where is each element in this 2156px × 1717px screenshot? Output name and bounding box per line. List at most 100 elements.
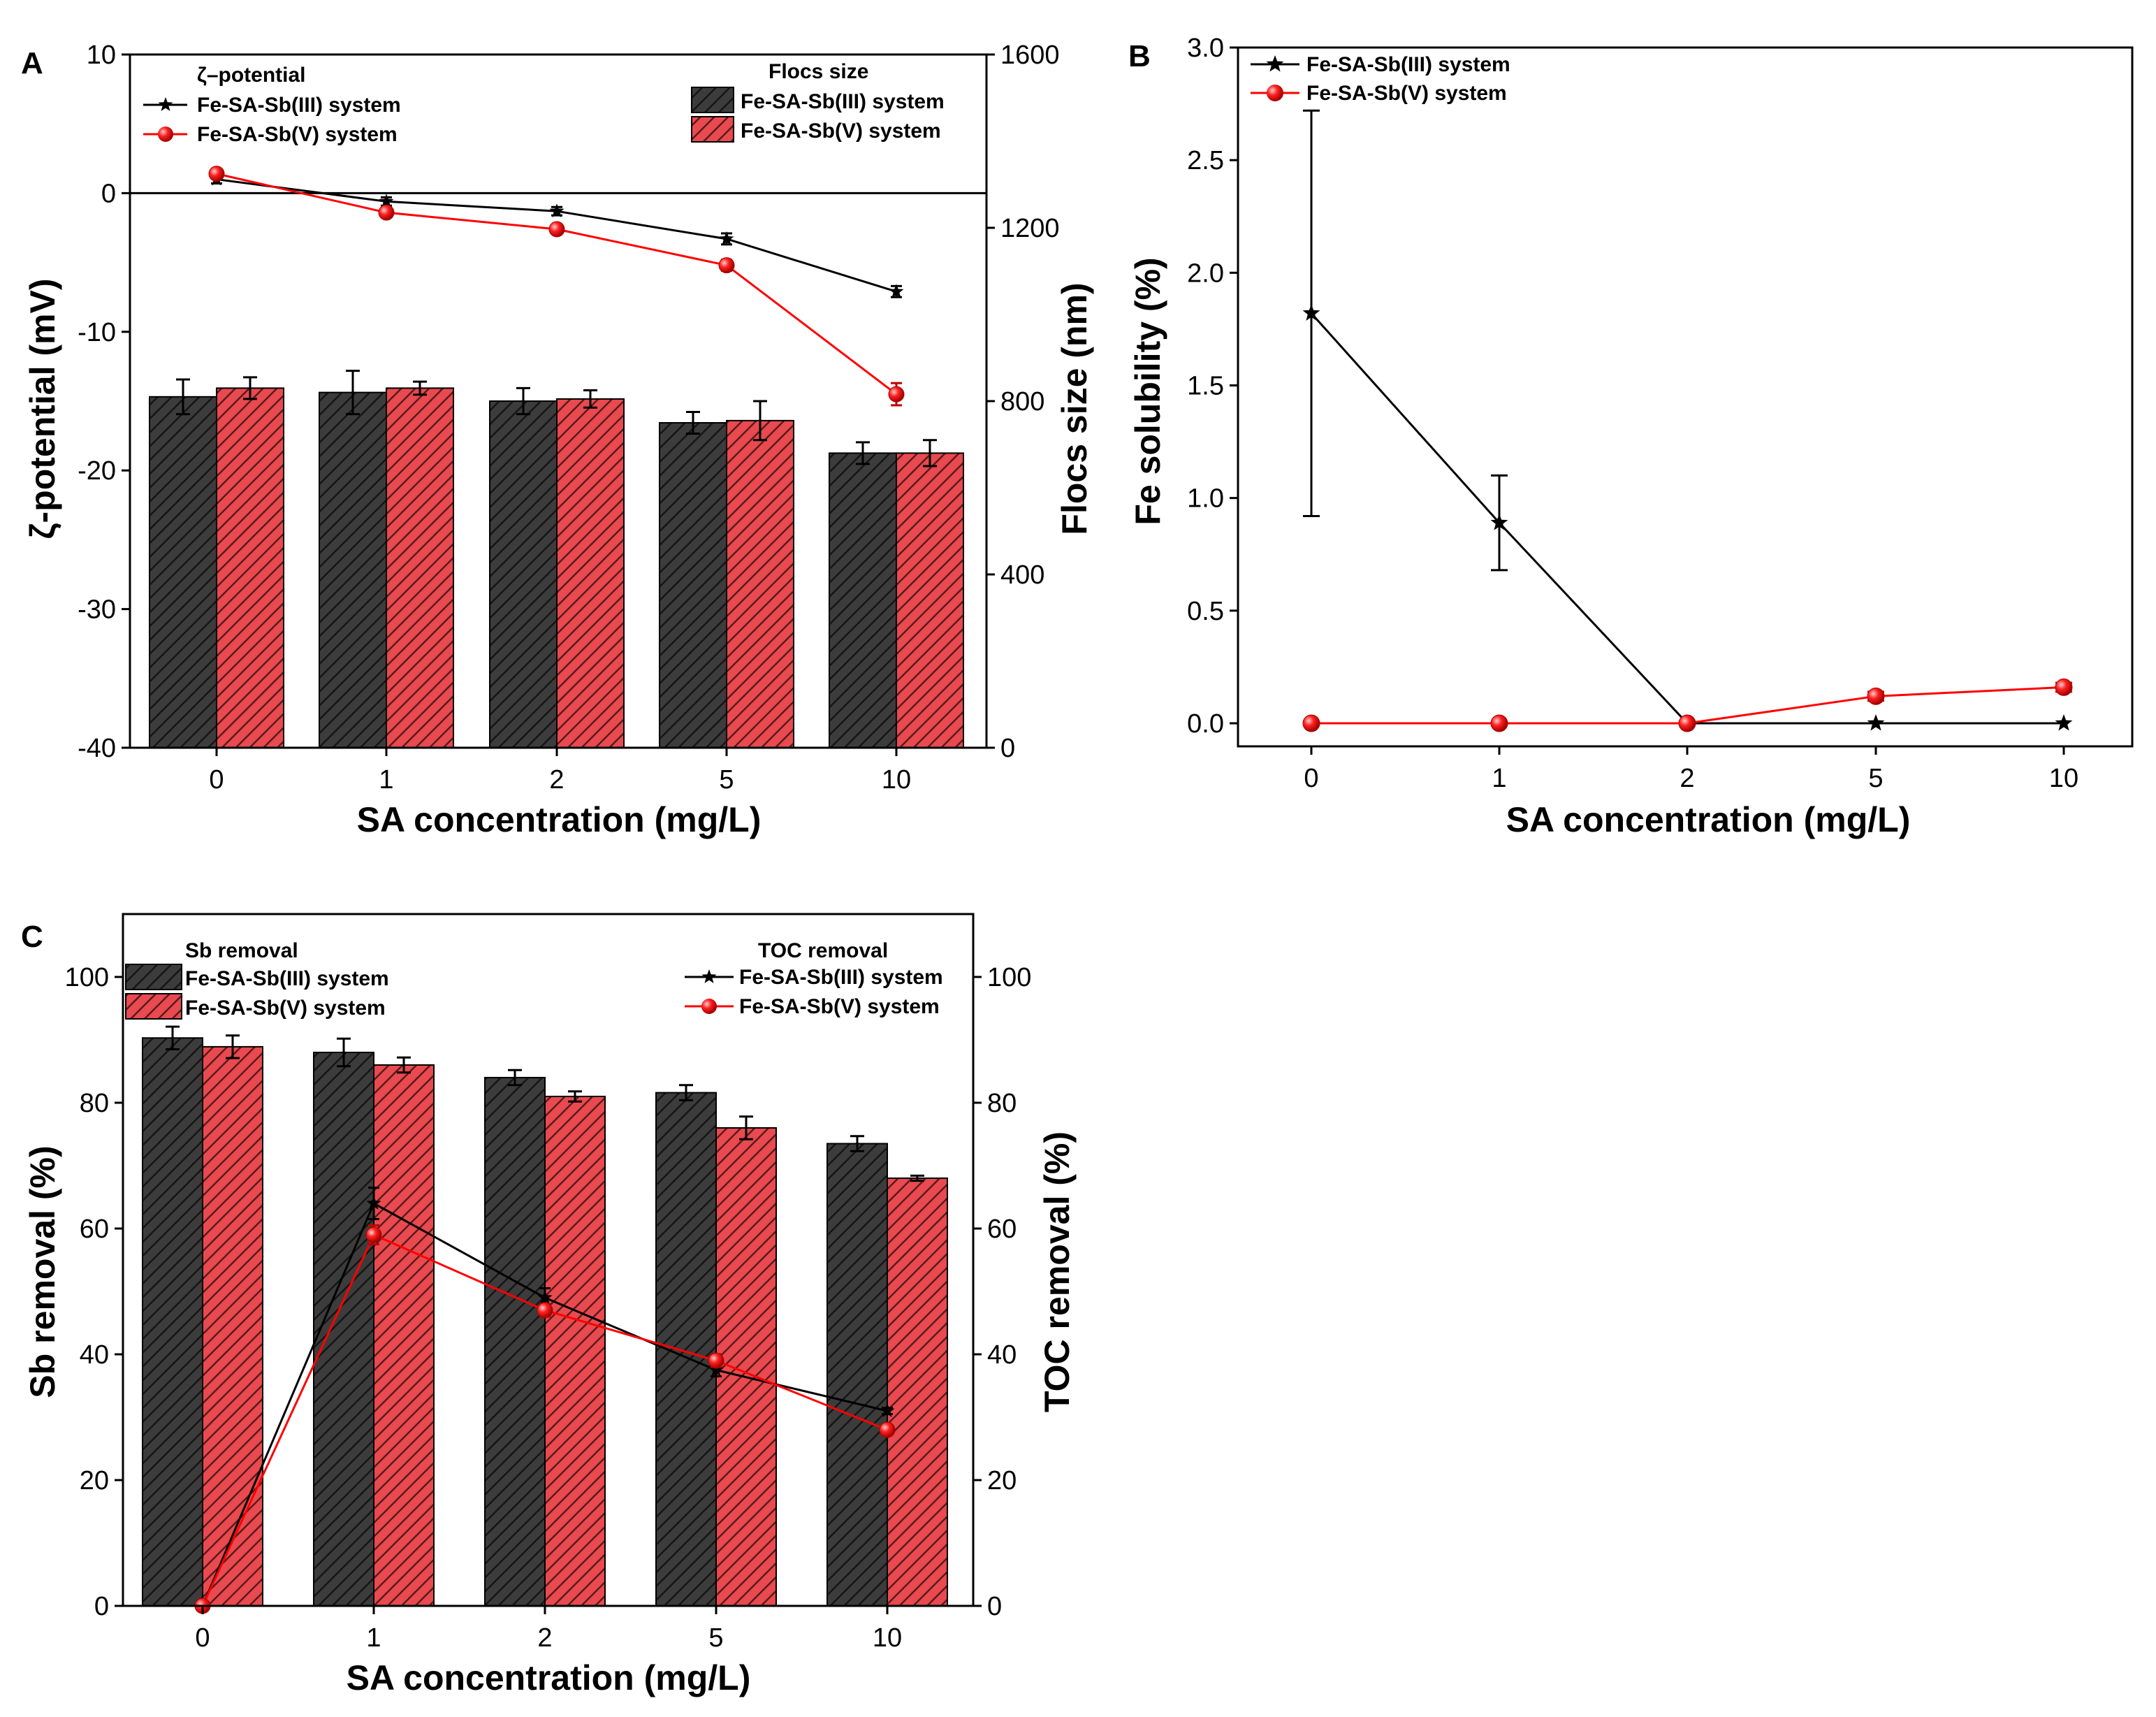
- panel-c-yright-tick-label: 0: [987, 1592, 1002, 1621]
- panel-a-bar-v: [726, 419, 794, 749]
- panel-c-point-v: [537, 1302, 553, 1319]
- panel-a-ylabel-right: Flocs size (nm): [1055, 282, 1094, 535]
- panel-b-y-tick-label: 0.5: [1187, 597, 1224, 626]
- panel-a-line-legend-iii: Fe-SA-Sb(III) system: [143, 94, 401, 117]
- panel-c-point-iii: [708, 1362, 724, 1377]
- panel-a-bar-error: [243, 376, 257, 400]
- panel-a-bar-error: [346, 370, 360, 416]
- panel-a-x-tick-label: 10: [882, 765, 911, 795]
- panel-b-point-v: [1678, 714, 1696, 732]
- panel-a-bar-error: [176, 378, 190, 416]
- panel-b-line-iii: [1310, 312, 2064, 725]
- panel-a-point-iii: [719, 231, 734, 245]
- panel-c-bar-legend-iii: Fe-SA-Sb(III) system: [125, 964, 389, 990]
- panel-a-bar-error: [686, 411, 700, 435]
- panel-c-line-legend-title: TOC removal: [758, 939, 888, 962]
- panel-a-bar-v: [216, 387, 284, 748]
- panel-a-bar-iii: [659, 422, 727, 748]
- panel-c-point-v: [708, 1352, 724, 1369]
- panel-b-lines: [1302, 109, 2073, 732]
- panel-a-bar-error: [753, 400, 767, 442]
- panel-a-bar-errors: [176, 370, 937, 468]
- panel-b-point-v: [1302, 714, 1320, 732]
- panel-a-point-iii: [889, 284, 904, 298]
- panel-a-bar-legend-v-label: Fe-SA-Sb(V) system: [741, 119, 941, 143]
- panel-c-x-tick-label: 10: [873, 1623, 902, 1653]
- panel-a-yleft-tick-label: -20: [78, 456, 116, 486]
- panel-c-yleft-tick-label: 40: [80, 1340, 109, 1370]
- panel-a-x-tick-label: 0: [209, 765, 224, 795]
- legend-star-marker: [158, 97, 173, 111]
- panel-b-x-tick-label: 5: [1868, 764, 1883, 793]
- panel-c-ylabel-right: TOC removal (%): [1037, 1131, 1077, 1412]
- panel-a-ticks: 10 0 -10 -20 -30 -40 1600 1200 800 400 0 0 1 2 5 10: [78, 41, 1059, 795]
- panel-b-x-tick-label: 1: [1492, 764, 1506, 793]
- legend-ball-marker: [701, 999, 717, 1014]
- panel-c-bar-iii: [142, 1037, 203, 1607]
- panel-a-bar-error: [923, 439, 937, 468]
- panel-b-point-iii: [1302, 304, 1320, 321]
- panel-a-line-legend-v: Fe-SA-Sb(V) system: [143, 123, 398, 146]
- panel-b-y-tick-label: 3.0: [1187, 34, 1224, 63]
- panel-a-point-v: [378, 204, 395, 221]
- panel-b-ylabel: Fe solubility (%): [1128, 257, 1167, 525]
- panel-c-line-legend-iii-label: Fe-SA-Sb(III) system: [739, 966, 943, 989]
- panel-a-lines: [208, 166, 905, 407]
- panel-b-legend-iii-label: Fe-SA-Sb(III) system: [1306, 53, 1510, 76]
- panel-c-point-iii: [537, 1290, 553, 1304]
- panel-b-point-iii: [2055, 714, 2073, 731]
- panel-c-xlabel: SA concentration (mg/L): [347, 1658, 751, 1697]
- panel-c-yleft-tick-label: 100: [65, 963, 109, 992]
- panel-a-bar-legend-v: Fe-SA-Sb(V) system: [691, 116, 941, 143]
- panel-c-bar-error: [568, 1090, 582, 1103]
- panel-c-yright-tick-label: 80: [987, 1089, 1017, 1118]
- panel-c-bar-v: [373, 1064, 435, 1607]
- panel-c-bar-error: [337, 1037, 351, 1068]
- panel-c-bar-error: [679, 1084, 693, 1101]
- panel-a-point-v: [888, 386, 905, 403]
- panel-b-ticks: 3.0 2.5 2.0 1.5 1.0 0.5 0.0 0 1 2 5 10: [1187, 34, 2078, 793]
- legend-star-marker: [1266, 55, 1284, 72]
- panel-a-bar-v: [386, 387, 454, 748]
- panel-c-yright-tick-label: 40: [987, 1340, 1017, 1370]
- panel-b-y-tick-label: 0.0: [1187, 709, 1224, 739]
- panel-a-bar-error: [583, 389, 597, 409]
- panel-b-x-tick-label: 0: [1304, 764, 1318, 793]
- panel-a-point-iii: [549, 203, 565, 218]
- panel-a-point-v: [208, 166, 225, 182]
- panel-c-bar-legend-title: Sb removal: [185, 939, 298, 962]
- panel-c-bar-iii: [313, 1052, 374, 1607]
- panel-c-point-v: [879, 1421, 896, 1438]
- panel-c-bar-errors: [166, 1025, 924, 1182]
- panel-c-yright-tick-label: 100: [987, 963, 1031, 992]
- panel-c-yleft-tick-label: 20: [80, 1466, 109, 1495]
- panel-a-x-tick-label: 5: [719, 765, 734, 795]
- panel-b-legend-v-label: Fe-SA-Sb(V) system: [1306, 82, 1507, 105]
- panel-b: B 3.0 2.5 2.0 1.5 1.0 0.5 0.0 0 1 2 5 10 SA concent…: [1128, 34, 2134, 839]
- panel-a-yright-tick-label: 400: [1000, 560, 1044, 590]
- panel-c-x-tick-label: 1: [366, 1623, 381, 1653]
- panel-c-point-iii: [366, 1196, 381, 1210]
- panel-c-bar-iii: [484, 1077, 546, 1607]
- panel-a-bar-v: [896, 452, 964, 749]
- panel-c-bar-v: [202, 1045, 263, 1607]
- panel-a-yleft-tick-label: 0: [101, 179, 116, 208]
- panel-c-letter: C: [21, 920, 43, 954]
- panel-a-bar-legend-iii-label: Fe-SA-Sb(III) system: [741, 90, 945, 113]
- panel-b-legend-v: Fe-SA-Sb(V) system: [1251, 82, 1507, 105]
- panel-a-yleft-tick-label: -30: [78, 595, 116, 625]
- panel-b-legend-iii: Fe-SA-Sb(III) system: [1251, 53, 1510, 76]
- panel-c-ylabel-left: Sb removal (%): [23, 1145, 62, 1398]
- panel-c-bar-legend-v: Fe-SA-Sb(V) system: [125, 993, 386, 1020]
- panel-c-ticks: 100 80 60 40 20 0 100 80 60 40 20 0 0 1 2 5 10: [65, 963, 1032, 1653]
- panel-a-ylabel-left: ζ-potential (mV): [23, 279, 62, 539]
- panel-a-point-v: [718, 257, 735, 274]
- panel-b-y-tick-label: 2.0: [1187, 259, 1224, 288]
- panel-c-yleft-tick-label: 0: [94, 1592, 109, 1621]
- panel-b-x-tick-label: 2: [1680, 764, 1694, 793]
- panel-c-bar-error: [166, 1025, 180, 1050]
- panel-c-bar-v: [887, 1178, 948, 1607]
- panel-c-yleft-tick-label: 60: [80, 1215, 109, 1244]
- panel-a-point-v: [548, 221, 565, 238]
